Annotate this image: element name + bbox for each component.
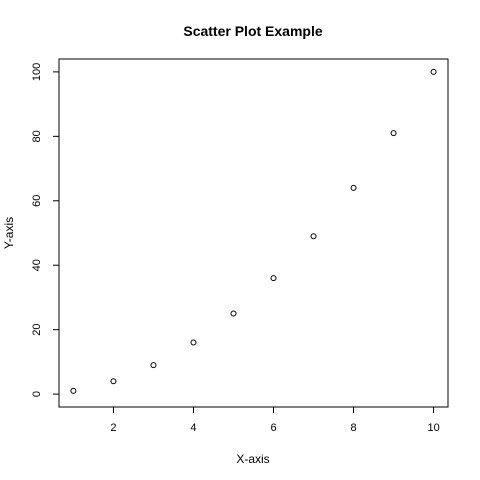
y-tick-label: 80	[31, 130, 43, 142]
y-tick-label: 100	[31, 63, 43, 81]
data-point	[430, 68, 437, 75]
y-tick-label: 20	[31, 324, 43, 336]
y-axis-label: Y-axis	[2, 217, 16, 249]
plot-frame	[58, 58, 449, 408]
data-point	[390, 130, 397, 137]
x-tick-label: 10	[427, 422, 439, 434]
x-tick-label: 2	[110, 422, 116, 434]
x-axis: 2 4 6 8 10	[110, 407, 440, 434]
x-tick-label: 6	[270, 422, 276, 434]
data-point	[350, 184, 357, 191]
y-tick-label: 40	[31, 259, 43, 271]
data-point	[310, 233, 317, 240]
y-tick-label: 0	[31, 391, 43, 397]
data-point	[150, 362, 157, 369]
data-point	[110, 378, 117, 385]
chart-title: Scatter Plot Example	[183, 23, 322, 39]
x-axis-label: X-axis	[236, 452, 269, 466]
data-point	[270, 275, 277, 282]
data-point	[70, 387, 77, 394]
data-point	[190, 339, 197, 346]
y-tick-label: 60	[31, 195, 43, 207]
data-point	[230, 310, 237, 317]
data-points	[70, 68, 437, 394]
x-tick-label: 8	[350, 422, 356, 434]
x-tick-label: 4	[190, 422, 196, 434]
y-axis: 0 20 40 60 80 100	[31, 63, 59, 397]
